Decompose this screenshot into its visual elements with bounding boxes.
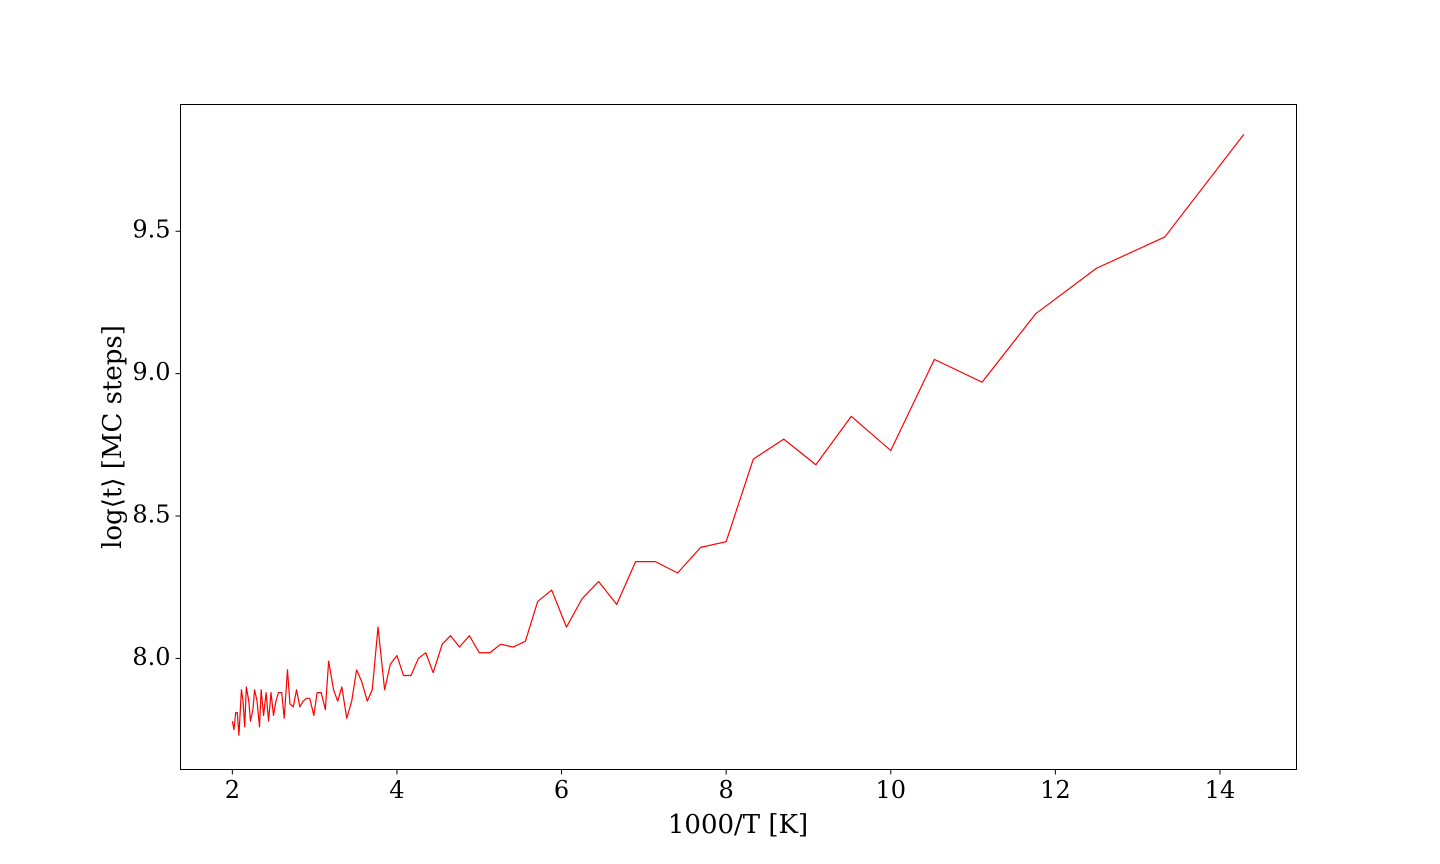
x-tick-label: 2	[225, 776, 240, 804]
x-tick-label: 10	[875, 776, 906, 804]
y-tick-label: 9.0	[132, 358, 170, 386]
y-axis-label: log⟨t⟩ [MC steps]	[98, 325, 128, 549]
y-tick-label: 9.5	[132, 216, 170, 244]
x-axis-label: 1000/T [K]	[668, 810, 808, 840]
y-tick-label: 8.5	[132, 501, 170, 529]
data-line	[231, 134, 1245, 736]
x-tick-label: 14	[1205, 776, 1236, 804]
x-tick-label: 8	[719, 776, 734, 804]
x-tick-label: 4	[389, 776, 404, 804]
y-tick-label: 8.0	[132, 643, 170, 671]
x-tick-label: 12	[1040, 776, 1071, 804]
x-tick-label: 6	[554, 776, 569, 804]
plot-frame	[180, 104, 1297, 770]
